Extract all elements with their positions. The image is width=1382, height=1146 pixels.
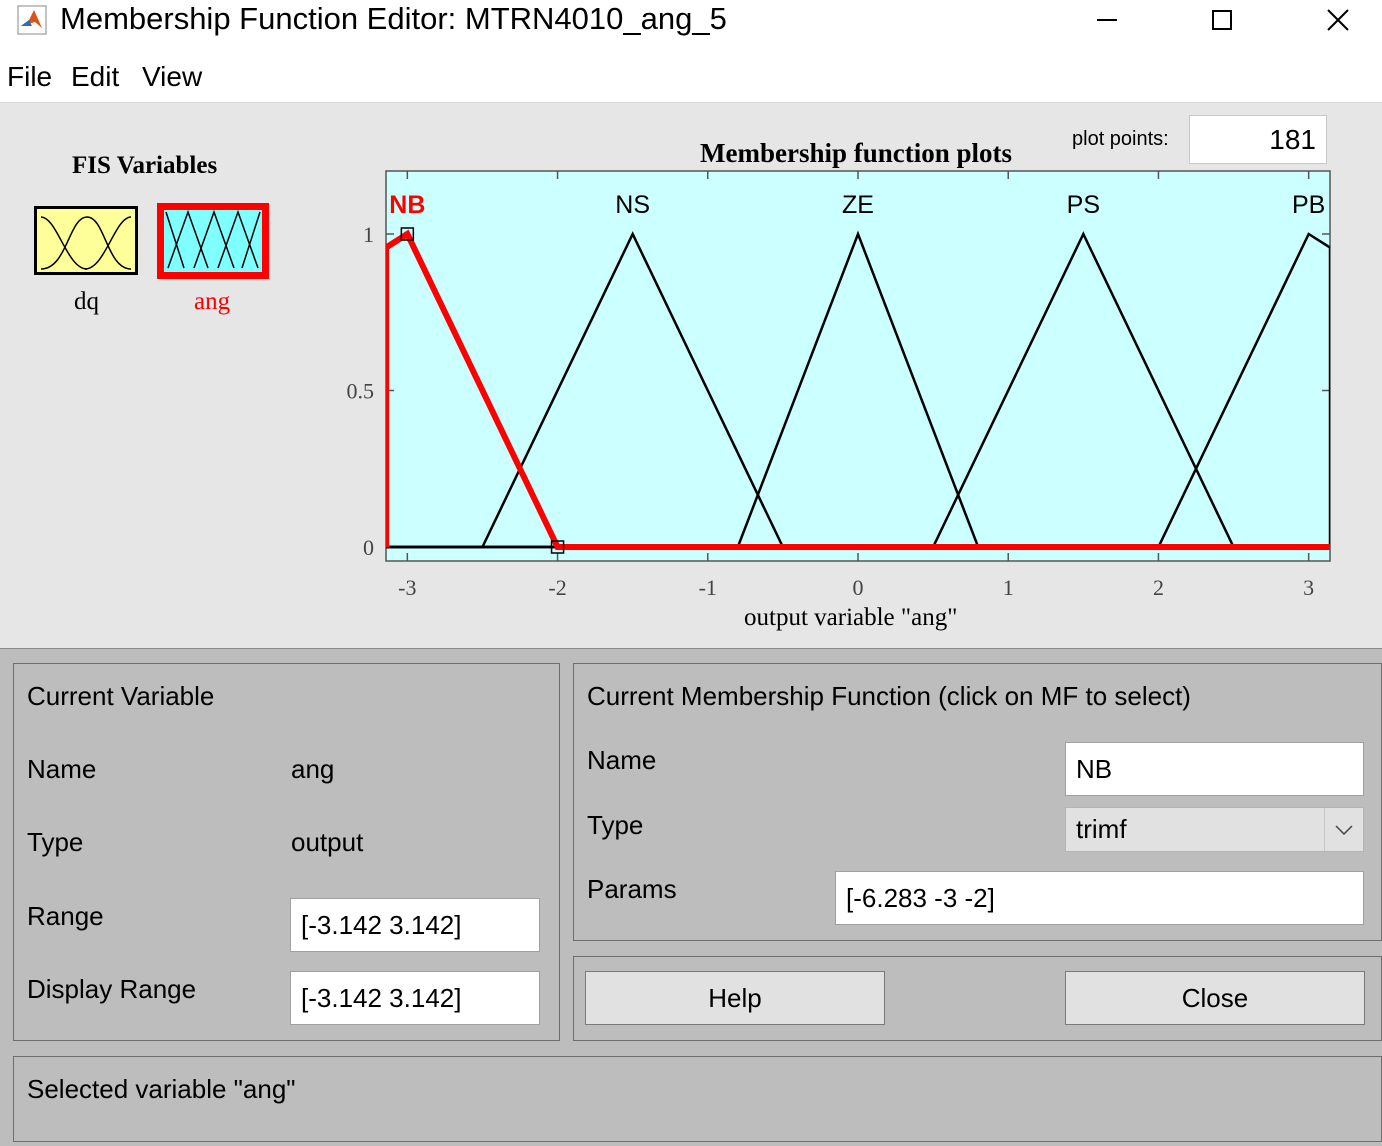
input-mf-icon — [40, 216, 132, 270]
x-tick-label: -3 — [398, 575, 416, 600]
mf-params-label: Params — [587, 874, 677, 904]
plot-points-label: plot points: — [1072, 128, 1169, 150]
mf-name-input[interactable]: NB — [1065, 742, 1364, 796]
fis-variable-ang-label[interactable]: ang — [194, 288, 231, 315]
variable-type-label: Type — [27, 827, 84, 857]
status-panel — [13, 1056, 1382, 1142]
mf-type-value: trimf — [1076, 814, 1127, 844]
y-tick-label: 0.5 — [347, 379, 375, 404]
plot-title: Membership function plots — [700, 138, 1013, 168]
help-button[interactable]: Help — [585, 971, 885, 1025]
plot-background — [385, 170, 1331, 562]
menu-file[interactable]: File — [7, 61, 53, 92]
x-tick-label: 3 — [1303, 575, 1314, 600]
mf-label-nb: NB — [389, 191, 425, 219]
x-tick-label: 2 — [1153, 575, 1164, 600]
output-mf-icon — [165, 209, 261, 269]
minimize-icon[interactable] — [1067, 0, 1147, 40]
mf-type-label: Type — [587, 810, 644, 840]
mf-label-pb: PB — [1292, 191, 1325, 219]
maximize-icon[interactable] — [1182, 0, 1262, 40]
display-range-input[interactable]: [-3.142 3.142] — [290, 971, 540, 1025]
mf-label-ze: ZE — [842, 191, 874, 219]
x-tick-label: -1 — [699, 575, 717, 600]
fis-variable-ang-box[interactable] — [157, 203, 269, 279]
current-variable-title: Current Variable — [27, 681, 215, 711]
fis-variables-title: FIS Variables — [72, 152, 218, 179]
matlab-icon — [16, 4, 48, 36]
chevron-down-icon[interactable] — [1324, 808, 1363, 851]
mf-label-ps: PS — [1067, 191, 1100, 219]
fis-variable-dq-box[interactable] — [34, 206, 138, 275]
menu-edit[interactable]: Edit — [71, 61, 120, 92]
y-tick-label: 0 — [363, 535, 374, 560]
range-label: Range — [27, 901, 104, 931]
mf-handle — [400, 227, 415, 241]
y-tick-label: 1 — [363, 222, 374, 247]
x-tick-label: 1 — [1003, 575, 1014, 600]
close-icon[interactable] — [1298, 0, 1378, 40]
x-tick-label: 0 — [853, 575, 864, 600]
display-range-label: Display Range — [27, 974, 197, 1004]
variable-name-value: ang — [291, 754, 335, 784]
mf-handle — [550, 540, 565, 554]
mf-params-input[interactable]: [-6.283 -3 -2] — [835, 871, 1364, 925]
title-bar — [0, 0, 1382, 40]
close-button[interactable]: Close — [1065, 971, 1365, 1025]
mf-name-label: Name — [587, 745, 657, 775]
menu-bar — [0, 40, 1382, 103]
x-axis-label: output variable "ang" — [744, 604, 958, 631]
variable-name-label: Name — [27, 754, 97, 784]
plot-points-input[interactable]: 181 — [1189, 115, 1327, 164]
window-title: Membership Function Editor: MTRN4010_ang… — [60, 1, 727, 36]
variable-type-value: output — [291, 827, 364, 857]
mf-curve-nb[interactable] — [386, 229, 1330, 550]
fis-variable-dq-label[interactable]: dq — [74, 288, 99, 315]
membership-function-chart[interactable]: -3 -2 -1 0 1 2 3 0 0.5 1 NS ZE PS PB NB — [330, 165, 1350, 605]
mf-type-select[interactable]: trimf — [1065, 807, 1364, 852]
mf-label-ns: NS — [615, 191, 650, 219]
status-text: Selected variable "ang" — [27, 1074, 296, 1104]
current-mf-title: Current Membership Function (click on MF… — [587, 681, 1191, 711]
menu-view[interactable]: View — [142, 61, 203, 92]
x-tick-label: -2 — [548, 575, 566, 600]
range-input[interactable]: [-3.142 3.142] — [290, 898, 540, 952]
